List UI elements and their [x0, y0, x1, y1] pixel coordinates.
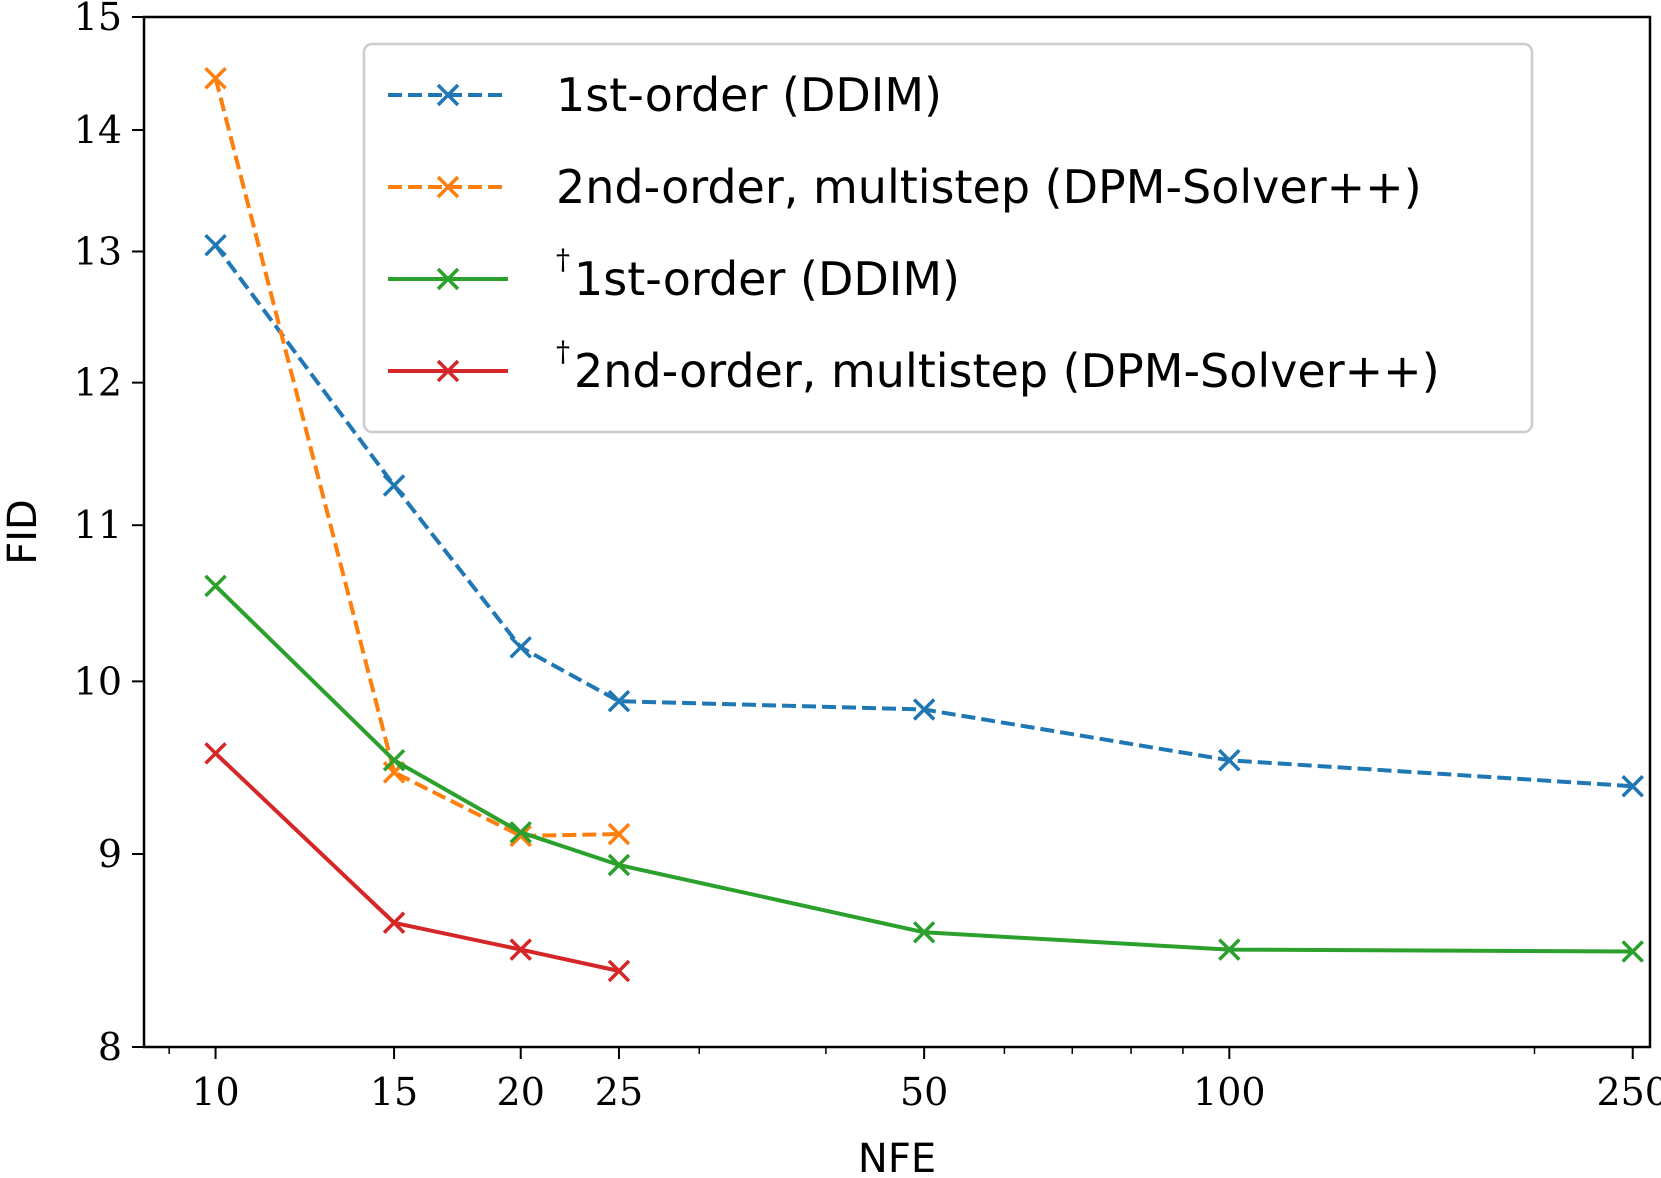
series-1: [204, 233, 1644, 798]
legend-label: 2nd-order, multistep (DPM-Solver++): [574, 344, 1440, 398]
series-line: [213, 77, 620, 838]
legend-label: 1st-order (DDIM): [574, 252, 960, 306]
data-point-marker: [509, 636, 532, 659]
data-point-marker: [509, 821, 532, 844]
series-line: [214, 751, 620, 973]
y-tick-label: 10: [74, 659, 122, 703]
data-point-marker: [607, 822, 631, 846]
data-point-marker: [204, 574, 227, 598]
y-axis-label: FID: [0, 499, 46, 565]
legend-marker: [436, 359, 460, 383]
data-point-marker: [607, 853, 631, 877]
data-point-marker: [607, 689, 631, 713]
legend-dagger: †: [556, 243, 570, 276]
x-tick-label: 250: [1596, 1070, 1661, 1114]
data-point-marker: [1621, 940, 1644, 963]
data-point-marker: [912, 921, 936, 944]
series-3: [204, 574, 1644, 963]
x-tick-label: 20: [497, 1070, 545, 1114]
y-tick-label: 15: [74, 0, 122, 39]
x-tick-label: 25: [595, 1070, 643, 1114]
legend-label: 1st-order (DDIM): [556, 68, 942, 122]
x-tick-label: 50: [900, 1070, 948, 1114]
legend-dagger: †: [556, 335, 570, 368]
plot-frame: [142, 15, 1652, 1049]
data-point-marker: [607, 959, 631, 983]
y-tick-label: 13: [74, 229, 122, 273]
legend-label: 2nd-order, multistep (DPM-Solver++): [556, 160, 1422, 214]
data-point-marker: [509, 938, 532, 961]
y-tick-label: 8: [98, 1025, 122, 1069]
data-point-marker: [1621, 775, 1644, 798]
x-tick-label: 10: [191, 1070, 239, 1114]
y-tick-label: 12: [74, 361, 122, 405]
data-point-marker: [382, 749, 406, 772]
data-point-marker: [382, 911, 406, 935]
data-point-marker: [912, 698, 936, 721]
legend-marker: [436, 83, 460, 107]
data-point-marker: [204, 742, 227, 765]
data-point-marker: [1218, 749, 1241, 772]
legend-entry-3: † 1st-order (DDIM): [388, 243, 960, 306]
data-point-marker: [204, 233, 227, 257]
legend-marker: [436, 267, 460, 291]
data-point-marker: [1218, 938, 1241, 961]
series-4: [204, 742, 631, 983]
data-point-marker: [204, 66, 227, 90]
x-tick-label: 15: [370, 1070, 418, 1114]
x-tick-label: 100: [1193, 1070, 1266, 1114]
legend-entry-1: 1st-order (DDIM): [388, 68, 942, 122]
y-tick-label: 9: [98, 832, 122, 876]
data-point-marker: [382, 474, 406, 497]
legend-entry-4: † 2nd-order, multistep (DPM-Solver++): [388, 335, 1440, 398]
x-axis-label: NFE: [858, 1136, 936, 1178]
legend-box: [362, 42, 1534, 434]
legend-marker: [436, 175, 460, 199]
y-tick-label: 11: [74, 503, 122, 547]
legend-entry-2: 2nd-order, multistep (DPM-Solver++): [388, 160, 1422, 214]
y-tick-label: 14: [74, 108, 122, 152]
